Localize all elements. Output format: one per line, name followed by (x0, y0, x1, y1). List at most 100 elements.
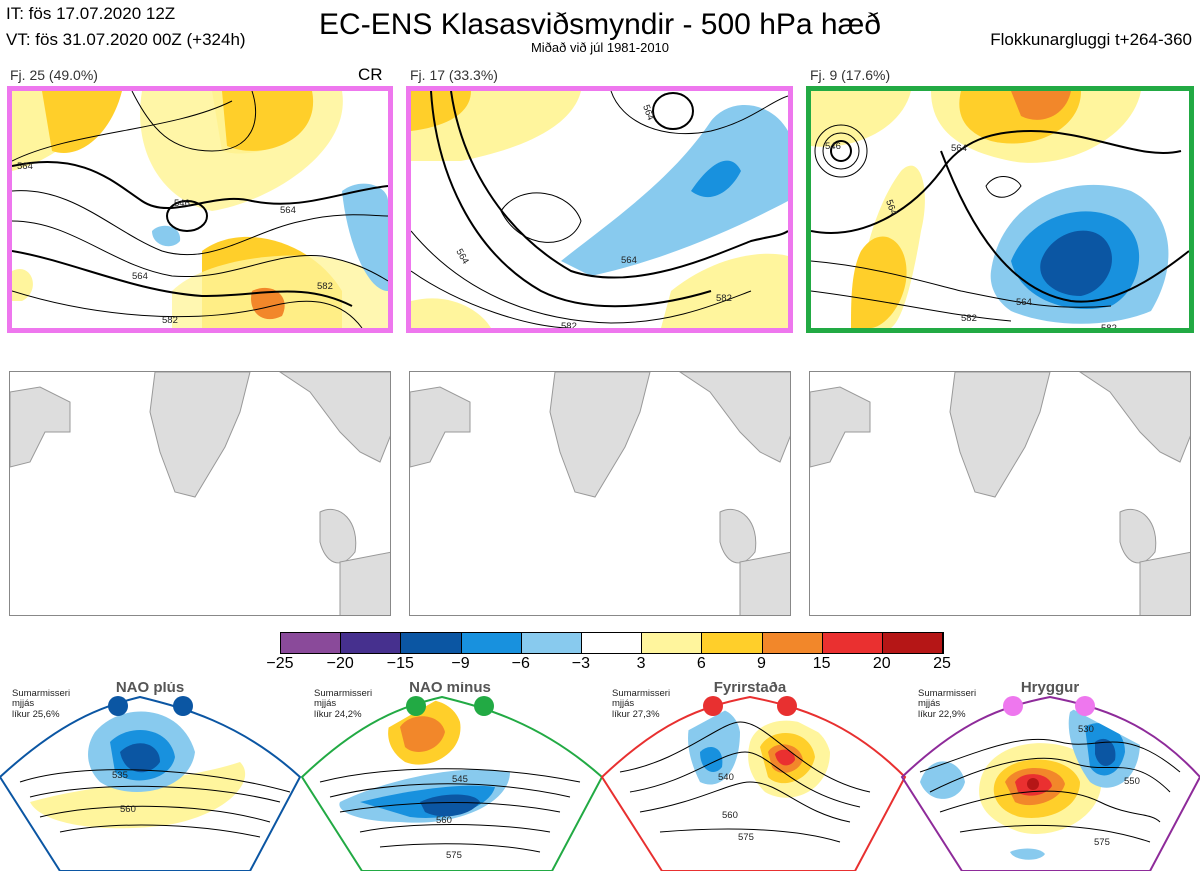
regime-sectors: NAO plús Sumarmisseri mjjás líkur 25,6% … (0, 679, 1200, 872)
contour-label: 564 (453, 247, 470, 266)
colorbar-swatch (461, 633, 522, 653)
contour-label: 546 (825, 141, 841, 152)
colorbar-swatch (401, 633, 462, 653)
regime-2-marker (474, 696, 494, 716)
contour-label: 582 (162, 315, 178, 326)
contour-label: 550 (1124, 776, 1140, 787)
regime-3-title: Fyrirstaða (714, 682, 787, 696)
contour-label: 564 (883, 198, 899, 217)
cluster-2-map[interactable]: 564 564 564 582 582 (406, 86, 793, 333)
colorbar-swatch (822, 633, 883, 653)
regime-3-prob: líkur 27,3% (612, 709, 660, 720)
contour-label: 560 (120, 804, 136, 815)
colorbar-tick-label: −25 (266, 655, 294, 672)
regime-1-marker (108, 696, 128, 716)
regime-1-title: NAO plús (116, 682, 184, 696)
colorbar-tick-label: −9 (451, 655, 470, 672)
page-title: EC-ENS Klasasviðsmyndir - 500 hPa hæð (319, 8, 881, 41)
colorbar-tick-label: 3 (636, 655, 646, 672)
cluster-3-field: 546 564 564 564 582 582 (811, 91, 1189, 328)
blank-map-2 (409, 371, 791, 616)
regime-4-title: Hryggur (1021, 682, 1080, 696)
colorbar (280, 632, 944, 654)
colorbar-swatch (882, 633, 944, 653)
regime-4-marker (1075, 696, 1095, 716)
contour-label: 545 (452, 774, 468, 785)
colorbar-tick-label: 9 (757, 655, 766, 672)
colorbar-swatch (642, 633, 703, 653)
contour-label: 560 (722, 810, 738, 821)
regime-1-mean: mjjás (12, 698, 34, 709)
contour-label: 564 (951, 143, 967, 154)
land-outline (410, 372, 790, 615)
regime-3-season: Sumarmisseri (612, 688, 670, 699)
contour-label: 564 (280, 205, 296, 216)
regime-1-prob: líkur 25,6% (12, 709, 60, 720)
blank-map-1 (9, 371, 391, 616)
cluster-1-map[interactable]: 546 564 564 564 582 582 (7, 86, 393, 333)
contour-label: 575 (738, 832, 754, 843)
cluster-1-tag: CR (358, 65, 383, 84)
contour-label: 582 (716, 293, 732, 304)
regime-1-marker (173, 696, 193, 716)
contour-label: 535 (112, 770, 128, 781)
cluster-2-label: Fj. 17 (33.3%) (410, 67, 498, 83)
colorbar-tick-label: 20 (872, 655, 891, 672)
contour-label: 540 (718, 772, 734, 783)
cluster-3-map[interactable]: 546 564 564 564 582 582 (806, 86, 1194, 333)
colorbar-swatch (702, 633, 763, 653)
colorbar-tick-label: 25 (933, 655, 951, 672)
colorbar-tick-label: 6 (696, 655, 706, 672)
contour-label: 560 (436, 815, 452, 826)
valid-time: VT: fös 31.07.2020 00Z (+324h) (6, 30, 246, 49)
colorbar-tick-label: −3 (571, 655, 591, 672)
regime-4-mean: mjjás (918, 698, 940, 709)
contour-label: 546 (174, 198, 190, 209)
regime-2-prob: líkur 24,2% (314, 709, 362, 720)
cluster-2-field: 564 564 564 582 582 (411, 91, 788, 328)
colorbar-swatch (341, 633, 402, 653)
contour-label: 582 (317, 281, 333, 292)
colorbar-swatch (521, 633, 582, 653)
cluster-window: Flokkunargluggi t+264-360 (990, 30, 1192, 49)
contour-label: 582 (561, 321, 577, 328)
cluster-1-label: Fj. 25 (49.0%) (10, 67, 98, 83)
land-outline (10, 372, 390, 615)
regime-2-marker (406, 696, 426, 716)
colorbar-tick-label: −6 (511, 655, 530, 672)
cluster-1-field: 546 564 564 564 582 582 (12, 91, 388, 328)
contour-label: 575 (446, 850, 462, 861)
contour-label: 575 (1094, 837, 1110, 848)
page-subtitle: Miðað við júl 1981-2010 (530, 40, 670, 55)
contour-label: 582 (961, 313, 977, 324)
regime-3-mean: mjjás (612, 698, 634, 709)
colorbar-swatch (281, 633, 342, 653)
regime-2-title: NAO mínus (409, 682, 491, 696)
contour-label: 564 (1016, 297, 1032, 308)
regime-3-marker (777, 696, 797, 716)
blank-map-3 (809, 371, 1191, 616)
colorbar-tick-label: −15 (386, 655, 414, 672)
regime-4-season: Sumarmisseri (918, 688, 976, 699)
contour-label: 564 (17, 161, 33, 172)
initial-time: IT: fös 17.07.2020 12Z (6, 4, 176, 23)
contour-label: 564 (640, 103, 656, 122)
land-outline (810, 372, 1190, 615)
regime-4-prob: líkur 22,9% (918, 709, 966, 720)
colorbar-tick-label: −20 (326, 655, 354, 672)
contour-label: 564 (621, 255, 637, 266)
contour-label: 582 (1101, 323, 1117, 328)
colorbar-tick-label: 15 (812, 655, 831, 672)
regime-4-marker (1003, 696, 1023, 716)
regime-row: NAO plús Sumarmisseri mjjás líkur 25,6% … (0, 679, 1200, 872)
contour-label: 564 (132, 271, 148, 282)
contour-label: 530 (1078, 724, 1094, 735)
colorbar-labels: −25 −20 −15 −9 −6 −3 3 6 9 15 20 25 (0, 655, 1200, 675)
regime-2-season: Sumarmisseri (314, 688, 372, 699)
regime-1-season: Sumarmisseri (12, 688, 70, 699)
colorbar-swatch (762, 633, 823, 653)
regime-2-mean: mjjás (314, 698, 336, 709)
cluster-3-label: Fj. 9 (17.6%) (810, 67, 891, 83)
colorbar-swatch (581, 633, 643, 653)
regime-3-marker (703, 696, 723, 716)
